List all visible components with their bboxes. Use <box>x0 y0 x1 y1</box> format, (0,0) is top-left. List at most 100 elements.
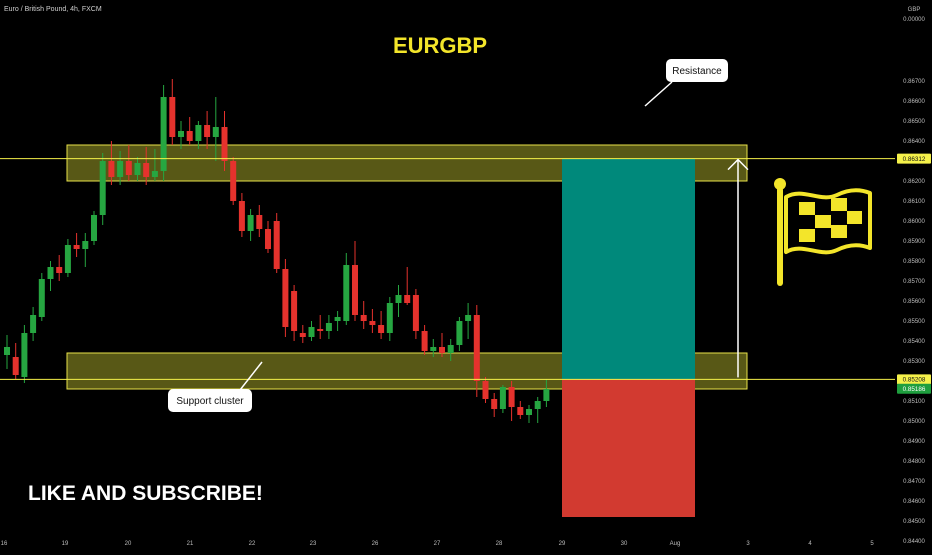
candle-body-bear <box>12 357 19 375</box>
time-tick-label: 22 <box>249 541 256 547</box>
candle <box>334 311 341 331</box>
candle <box>47 261 54 291</box>
support-callout: Support cluster <box>168 361 263 412</box>
time-tick-label: Aug <box>670 541 681 547</box>
price-tick-label: 0.86100 <box>903 199 925 205</box>
candle-body-bull <box>38 279 45 317</box>
candle-body-bull <box>4 347 10 355</box>
candle <box>447 339 454 361</box>
price-tick-label: 0.85100 <box>903 399 925 405</box>
candle <box>491 393 498 417</box>
price-tick-label: 0.84700 <box>903 479 925 485</box>
candle-body-bear <box>299 333 306 337</box>
candle-body-bull <box>499 387 506 409</box>
candle-body-bull <box>465 315 472 321</box>
price-tick-label: 0.85500 <box>903 319 925 325</box>
price-axis[interactable]: 0.00000 0.86700 0.86600 0.86500 0.86400 0.862… <box>903 17 925 545</box>
price-axis-top-label: 0.00000 <box>903 17 925 23</box>
stop-zone[interactable] <box>562 379 695 517</box>
candle-body-bear <box>360 315 367 321</box>
candle-body-bear <box>230 161 237 201</box>
candle <box>299 325 306 343</box>
time-axis[interactable]: 16 19 20 21 22 23 26 27 28 29 30 Aug 3 4 5 <box>1 541 875 547</box>
candle <box>265 221 271 253</box>
candle-body-bull <box>526 409 532 415</box>
price-badges: 0.86312 0.85208 0.85186 <box>897 153 931 394</box>
candle-body-bull <box>117 161 124 177</box>
candle-body-bear <box>221 127 228 161</box>
candle-body-bear <box>186 131 193 141</box>
candle <box>343 253 350 325</box>
time-tick-label: 16 <box>1 541 8 547</box>
candle-body-bear <box>238 201 245 231</box>
candle-body-bull <box>325 323 332 331</box>
currency-label: GBP <box>908 7 921 13</box>
candle-body-bull <box>343 265 350 321</box>
candle-body-bear <box>421 331 428 351</box>
candle <box>543 379 550 407</box>
target-zone[interactable] <box>562 158 695 380</box>
time-tick-label: 20 <box>125 541 132 547</box>
candle-body-bull <box>47 267 54 279</box>
candle-body-bear <box>265 229 271 249</box>
candle <box>56 255 63 281</box>
candle <box>204 111 211 149</box>
candle <box>386 297 393 341</box>
candle-body-bear <box>204 125 211 137</box>
candle <box>534 397 541 423</box>
price-tick-label: 0.86400 <box>903 139 925 145</box>
candle-body-bear <box>378 325 385 333</box>
candle <box>143 147 150 185</box>
candle <box>360 301 367 329</box>
candle <box>456 317 463 351</box>
price-tick-label: 0.84400 <box>903 539 925 545</box>
price-badge-label: 0.85186 <box>903 386 926 393</box>
resistance-callout: Resistance <box>644 59 728 107</box>
candle-body-bear <box>439 347 445 353</box>
candle-body-bull <box>308 327 315 337</box>
price-tick-label: 0.85700 <box>903 279 925 285</box>
candle <box>439 333 445 357</box>
candle <box>421 325 428 355</box>
candle <box>91 211 97 245</box>
candle-body-bear <box>125 161 132 175</box>
price-badge: 0.85208 <box>897 374 931 385</box>
candle-body-bull <box>430 347 437 351</box>
price-badge-label: 0.86312 <box>903 156 926 163</box>
price-tick-label: 0.85900 <box>903 239 925 245</box>
candle <box>325 315 332 339</box>
candle <box>178 121 184 149</box>
candle-body-bear <box>291 291 298 331</box>
candles-group <box>4 79 550 423</box>
checkered-flag-icon <box>774 178 872 286</box>
price-tick-label: 0.85000 <box>903 419 925 425</box>
time-tick-label: 4 <box>808 541 812 547</box>
price-tick-label: 0.86700 <box>903 79 925 85</box>
time-tick-label: 21 <box>187 541 194 547</box>
candle <box>30 307 37 341</box>
candle-body-bear <box>317 329 324 331</box>
candle <box>99 153 106 225</box>
time-tick-label: 30 <box>621 541 628 547</box>
candle <box>465 303 472 339</box>
candle-body-bear <box>352 265 358 315</box>
candle <box>4 335 10 369</box>
time-tick-label: 29 <box>559 541 566 547</box>
candle-body-bull <box>395 295 402 303</box>
candle-body-bear <box>256 215 263 229</box>
candle <box>12 343 19 379</box>
ticker-title: EURGBP <box>393 33 487 58</box>
candle <box>247 209 254 241</box>
candle-body-bear <box>73 245 80 249</box>
candle-body-bull <box>456 321 463 345</box>
candle-body-bull <box>99 161 106 215</box>
candle <box>160 85 167 181</box>
candle <box>238 193 245 237</box>
target-arrow[interactable] <box>727 158 749 378</box>
price-tick-label: 0.84800 <box>903 459 925 465</box>
candle-body-bear <box>169 97 176 137</box>
support-callout-text: Support cluster <box>176 396 244 407</box>
candle <box>212 97 219 161</box>
